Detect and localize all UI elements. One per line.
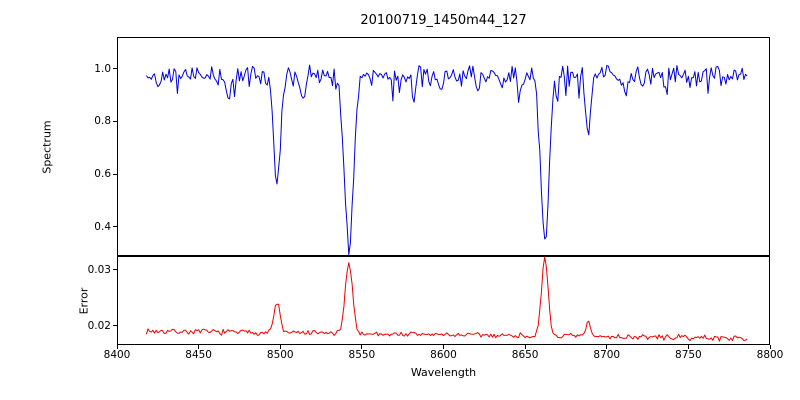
error-y-tick-label: 0.02 — [87, 319, 111, 332]
x-tick-mark — [116, 345, 118, 349]
error-y-axis-label: Error — [77, 287, 91, 315]
error-line — [145, 256, 748, 342]
spectrum-y-tick-mark — [113, 173, 117, 175]
spectrum-y-axis-label: Spectrum — [40, 120, 54, 174]
x-tick-mark — [687, 345, 689, 349]
x-tick-label: 8450 — [185, 349, 212, 361]
x-tick-mark — [443, 345, 444, 349]
x-tick-mark — [279, 345, 281, 349]
error-y-tick-mark — [113, 269, 117, 271]
spectrum-y-tick-label: 0.6 — [94, 167, 111, 180]
error-y-tick-label: 0.03 — [87, 263, 111, 276]
error-axes — [117, 256, 770, 345]
x-tick-label: 8400 — [103, 349, 131, 361]
x-tick-mark — [769, 345, 771, 349]
spectrum-line — [145, 64, 748, 256]
x-tick-mark — [361, 345, 363, 349]
x-tick-label: 8600 — [430, 349, 457, 361]
spectrum-y-tick-mark — [113, 226, 117, 228]
x-tick-label: 8550 — [348, 349, 376, 361]
spectrum-y-tick-mark — [113, 68, 117, 70]
x-axis-label: Wavelength — [410, 366, 477, 379]
chart-title: 20100719_1450m44_127 — [360, 13, 527, 28]
spectrum-y-tick-label: 0.8 — [94, 115, 111, 128]
spectrum-y-tick-label: 0.4 — [94, 220, 111, 233]
x-tick-label: 8500 — [266, 349, 294, 361]
x-tick-mark — [198, 345, 200, 349]
spectrum-y-tick-label: 1.0 — [94, 62, 111, 75]
x-tick-label: 8700 — [593, 349, 621, 361]
error-y-tick-mark — [113, 325, 117, 327]
spectrum-y-tick-mark — [113, 120, 117, 122]
spectrum-axes — [117, 37, 770, 256]
x-tick-label: 8750 — [675, 349, 702, 361]
x-tick-mark — [606, 345, 608, 349]
x-tick-label: 8800 — [756, 349, 784, 361]
x-tick-label: 8650 — [511, 349, 539, 361]
x-tick-mark — [524, 345, 526, 349]
